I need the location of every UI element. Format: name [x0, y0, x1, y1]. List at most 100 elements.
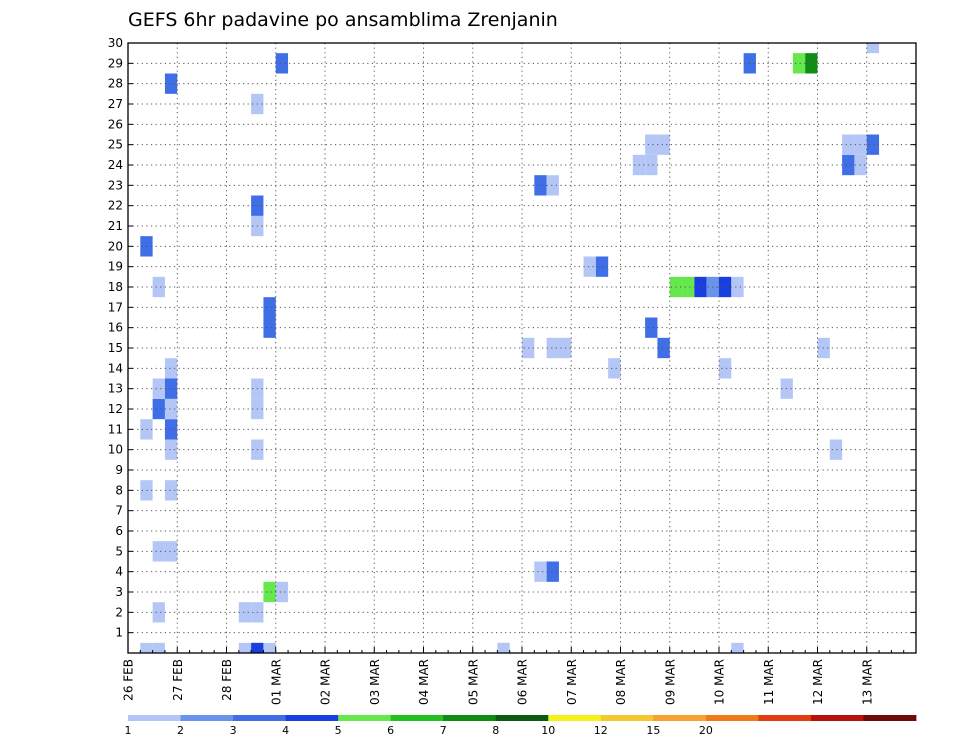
y-tick-label: 9	[115, 463, 123, 477]
colorbar-swatch	[128, 715, 181, 721]
x-tick-label: 11 MAR	[762, 659, 776, 705]
y-tick-label: 18	[108, 280, 123, 294]
heatmap-cell	[497, 642, 510, 653]
heatmap-cell	[164, 378, 178, 399]
x-tick-label: 28 FEB	[220, 659, 234, 701]
heatmap-cell	[140, 642, 153, 653]
heatmap-cell	[152, 642, 165, 653]
colorbar-label: 4	[282, 724, 289, 737]
colorbar-label: 20	[699, 724, 713, 737]
colorbar-swatch	[810, 715, 864, 721]
y-tick-label: 22	[108, 199, 123, 213]
y-tick-label: 21	[108, 219, 123, 233]
heatmap-cell	[842, 134, 855, 155]
heatmap-cell	[657, 134, 670, 155]
heatmap-cell	[152, 378, 165, 399]
x-tick-label: 27 FEB	[171, 659, 185, 701]
colorbar-label: 7	[440, 724, 447, 737]
heatmap-cell	[164, 358, 178, 379]
heatmap-cell	[546, 175, 559, 196]
y-tick-label: 7	[115, 504, 123, 518]
heatmap-cell	[731, 276, 744, 298]
heatmap-cell	[866, 43, 880, 54]
colorbar-swatch	[233, 715, 286, 721]
y-tick-label: 2	[115, 605, 123, 619]
colorbar: 1 2 3 4 5 6 7 8 10 12 15 20	[125, 715, 917, 737]
colorbar-label: 15	[646, 724, 660, 737]
heatmap-cell	[546, 337, 559, 359]
colorbar-swatch	[548, 715, 602, 721]
colorbar-swatch	[653, 715, 707, 721]
colorbar-swatch	[758, 715, 812, 721]
colorbar-label: 10	[541, 724, 555, 737]
heatmap-cell	[164, 480, 178, 501]
heatmap-cell	[152, 602, 165, 623]
heatmap-cell	[694, 276, 707, 298]
x-tick-label: 04 MAR	[417, 659, 431, 705]
heatmap-cell	[238, 602, 252, 623]
colorbar-swatch	[863, 715, 917, 721]
x-tick-label: 13 MAR	[860, 659, 874, 705]
grid-lines	[128, 43, 916, 653]
colorbar-swatch	[495, 715, 549, 721]
heatmap-cell	[731, 642, 744, 653]
x-tick-label: 06 MAR	[516, 659, 530, 705]
colorbar-label: 12	[594, 724, 608, 737]
y-tick-label: 12	[108, 402, 123, 416]
y-tick-label: 13	[108, 382, 123, 396]
x-tick-label: 05 MAR	[466, 659, 480, 705]
heatmap-cell	[238, 642, 252, 653]
y-tick-label: 3	[115, 585, 123, 599]
heatmap-cell	[534, 561, 547, 582]
colorbar-label: 5	[335, 724, 342, 737]
y-tick-label: 26	[108, 117, 123, 131]
colorbar-swatch	[180, 715, 234, 721]
x-tick-label: 03 MAR	[368, 659, 382, 705]
heatmap-cell	[657, 337, 670, 359]
heatmap-cell	[263, 581, 276, 603]
heatmap-cell	[583, 256, 596, 277]
x-tick-label: 01 MAR	[269, 659, 283, 705]
colorbar-swatch	[285, 715, 339, 721]
x-tick-label: 02 MAR	[319, 659, 333, 705]
y-tick-label: 27	[108, 97, 123, 111]
heatmap-cell	[546, 561, 559, 582]
colorbar-swatch	[390, 715, 444, 721]
heatmap-cell	[805, 53, 818, 74]
heatmap-cell	[522, 337, 535, 359]
y-axis: 1234567891011121314151617181920212223242…	[108, 36, 916, 640]
y-tick-label: 6	[115, 524, 123, 538]
colorbar-swatch	[338, 715, 392, 721]
y-tick-label: 17	[108, 300, 123, 314]
heatmap-cell	[866, 134, 880, 155]
y-tick-label: 19	[108, 260, 123, 274]
heatmap-cell	[152, 276, 165, 298]
y-tick-label: 28	[108, 77, 123, 91]
heatmap-cell	[164, 541, 178, 562]
y-tick-label: 10	[108, 443, 123, 457]
y-tick-label: 23	[108, 178, 123, 192]
x-tick-label: 26 FEB	[122, 659, 136, 701]
y-tick-label: 20	[108, 239, 123, 253]
x-tick-label: 07 MAR	[565, 659, 579, 705]
heatmap-cell	[682, 276, 695, 298]
y-tick-label: 5	[115, 544, 123, 558]
y-tick-label: 25	[108, 138, 123, 152]
heatmap-cell	[645, 317, 658, 338]
heatmap-cell	[263, 642, 276, 653]
heatmap-cell	[719, 358, 732, 379]
y-tick-label: 16	[108, 321, 123, 335]
heatmap-cell	[164, 73, 178, 94]
heatmap-cell	[608, 358, 621, 379]
colorbar-label: 8	[492, 724, 499, 737]
y-tick-label: 8	[115, 483, 123, 497]
y-tick-label: 29	[108, 56, 123, 70]
heatmap-cell	[275, 53, 289, 74]
x-tick-label: 10 MAR	[713, 659, 727, 705]
y-tick-label: 30	[108, 36, 123, 50]
heatmap-cell	[164, 439, 178, 460]
heatmap-cell	[263, 297, 276, 318]
y-tick-label: 11	[108, 422, 123, 436]
heatmap-cell	[645, 134, 658, 155]
